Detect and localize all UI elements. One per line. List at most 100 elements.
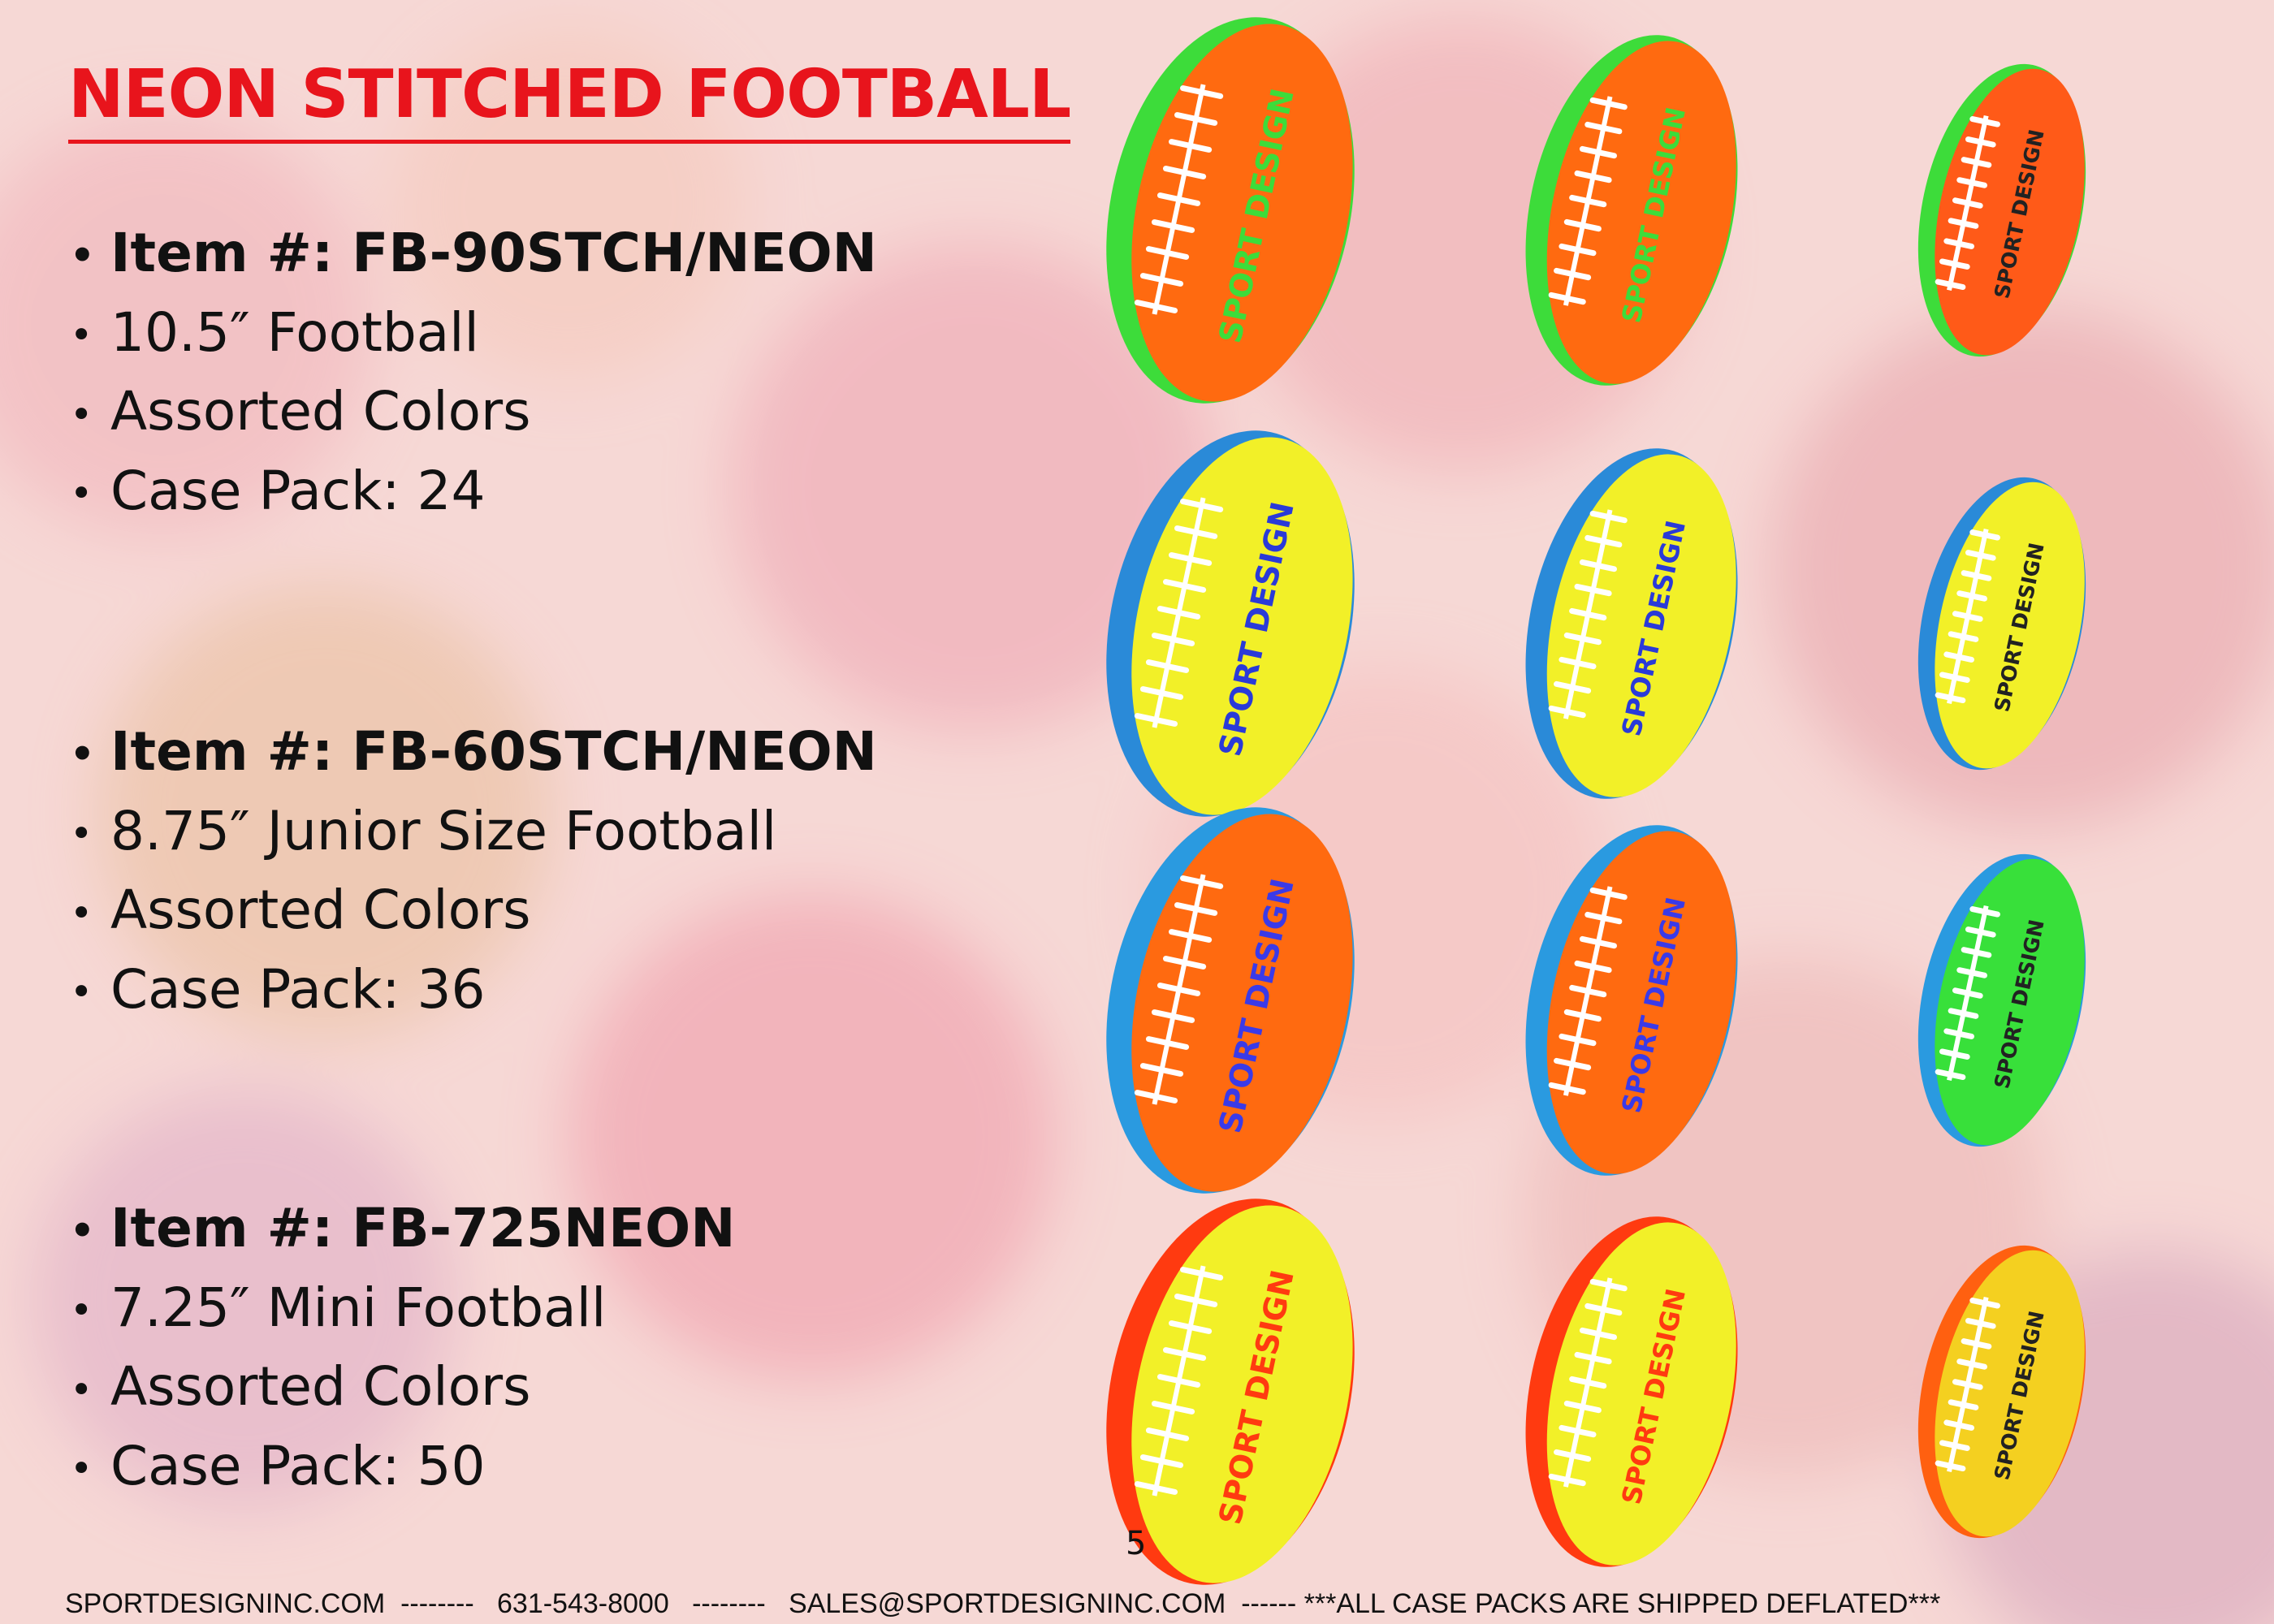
football-lace bbox=[1569, 194, 1607, 208]
football-lace bbox=[1174, 112, 1218, 126]
football-lace bbox=[1935, 1460, 1966, 1472]
item-list: Item #: FB-725NEON 7.25″ Mini Football A… bbox=[70, 1190, 736, 1508]
football: SPORT DESIGN bbox=[1917, 477, 2086, 771]
football-lace bbox=[1969, 116, 2000, 127]
football-lace bbox=[1174, 1294, 1218, 1307]
football-lace bbox=[1965, 926, 1996, 938]
football-lace bbox=[1559, 1424, 1597, 1438]
football-lace bbox=[1145, 1036, 1190, 1050]
item-case-pack: Case Pack: 24 bbox=[70, 453, 877, 533]
item-colors: Assorted Colors bbox=[70, 872, 877, 952]
football-lace bbox=[1151, 633, 1195, 646]
item-list: Item #: FB-60STCH/NEON 8.75″ Junior Size… bbox=[70, 714, 877, 1031]
football-lace bbox=[1179, 85, 1224, 99]
football-lace bbox=[1179, 1267, 1224, 1281]
football: SPORT DESIGN bbox=[1525, 448, 1738, 799]
football-lace bbox=[1948, 1008, 1979, 1019]
football-lace bbox=[1948, 631, 1979, 642]
footer: SPORTDESIGNINC.COM -------- 631-543-8000… bbox=[65, 1588, 1941, 1619]
football-lace bbox=[1943, 1028, 1975, 1039]
football-lace bbox=[1162, 166, 1207, 179]
football-lace bbox=[1168, 1320, 1213, 1334]
page-number: 5 bbox=[1126, 1525, 1147, 1562]
football-lace bbox=[1554, 680, 1592, 694]
football-lace bbox=[1168, 139, 1213, 153]
football-lace bbox=[1574, 960, 1612, 974]
football-lace bbox=[1574, 583, 1612, 597]
football-lace bbox=[1579, 145, 1618, 159]
item-case-pack: Case Pack: 50 bbox=[70, 1428, 736, 1508]
football-lace bbox=[1139, 686, 1184, 700]
football-lace bbox=[1939, 1440, 1970, 1451]
football-lace bbox=[1554, 267, 1592, 281]
football-lace bbox=[1965, 136, 1996, 148]
football-lace bbox=[1563, 1400, 1602, 1414]
football-lace bbox=[1145, 246, 1190, 260]
football-lace bbox=[1943, 651, 1975, 663]
item-number: Item #: FB-90STCH/NEON bbox=[70, 215, 877, 295]
football-lace bbox=[1162, 579, 1207, 593]
football: SPORT DESIGN bbox=[1106, 807, 1355, 1194]
football-lace bbox=[1548, 1082, 1586, 1095]
football-lace bbox=[1948, 218, 1979, 229]
football-lace bbox=[1961, 157, 1992, 168]
football-lace bbox=[1151, 1401, 1195, 1415]
football-lace bbox=[1151, 219, 1195, 233]
football-lace bbox=[1961, 1338, 1992, 1350]
football-lace bbox=[1935, 1069, 1966, 1081]
footer-email: SALES@SPORTDESIGNINC.COM bbox=[789, 1588, 1226, 1619]
football-lace bbox=[1939, 258, 1970, 270]
football-lace bbox=[1589, 887, 1628, 901]
football-lace bbox=[1174, 902, 1218, 916]
football-lace bbox=[1162, 956, 1207, 970]
football-lace bbox=[1554, 1057, 1592, 1071]
football-lace bbox=[1139, 1063, 1184, 1077]
football-lace bbox=[1584, 1302, 1623, 1316]
football-lace bbox=[1134, 1481, 1178, 1495]
footer-website: SPORTDESIGNINC.COM bbox=[65, 1588, 386, 1619]
football: SPORT DESIGN bbox=[1917, 63, 2086, 357]
football: SPORT DESIGN bbox=[1525, 825, 1738, 1176]
football-lace bbox=[1969, 906, 2000, 918]
football-lace bbox=[1174, 525, 1218, 539]
football-lace bbox=[1943, 238, 1975, 249]
football: SPORT DESIGN bbox=[1106, 430, 1355, 817]
football-lace bbox=[1168, 929, 1213, 943]
football-lace bbox=[1943, 1419, 1975, 1431]
football: SPORT DESIGN bbox=[1917, 853, 2086, 1147]
item-case-pack: Case Pack: 36 bbox=[70, 952, 877, 1031]
item-colors: Assorted Colors bbox=[70, 374, 877, 453]
football-lace bbox=[1139, 1454, 1184, 1468]
football-lace bbox=[1162, 1347, 1207, 1361]
football: SPORT DESIGN bbox=[1917, 1245, 2086, 1539]
football-lace bbox=[1548, 705, 1586, 719]
football-lace bbox=[1548, 292, 1586, 305]
football-lace bbox=[1134, 713, 1178, 727]
football-lace bbox=[1969, 529, 2000, 541]
football-lace bbox=[1969, 1298, 2000, 1309]
football-lace bbox=[1952, 1379, 1983, 1390]
football-lace bbox=[1151, 1009, 1195, 1023]
footer-phone: 631-543-8000 bbox=[497, 1588, 669, 1619]
football: SPORT DESIGN bbox=[1525, 35, 1738, 386]
football-lace bbox=[1156, 192, 1201, 206]
football-lace bbox=[1965, 550, 1996, 561]
football-lace bbox=[1579, 559, 1618, 572]
football-lace bbox=[1156, 983, 1201, 996]
football: SPORT DESIGN bbox=[1525, 1216, 1738, 1567]
football-lace bbox=[1589, 97, 1628, 110]
football-lace bbox=[1952, 611, 1983, 622]
football-lace bbox=[1939, 1048, 1970, 1060]
football-lace bbox=[1548, 1473, 1586, 1487]
football-lace bbox=[1956, 177, 1987, 188]
football-lace bbox=[1956, 1358, 1987, 1370]
football-lace bbox=[1563, 218, 1602, 232]
football-lace bbox=[1563, 632, 1602, 646]
football-lace bbox=[1156, 1374, 1201, 1388]
item-colors: Assorted Colors bbox=[70, 1349, 736, 1428]
football-lace bbox=[1139, 273, 1184, 287]
football-lace bbox=[1569, 984, 1607, 998]
football-lace bbox=[1579, 1327, 1618, 1341]
